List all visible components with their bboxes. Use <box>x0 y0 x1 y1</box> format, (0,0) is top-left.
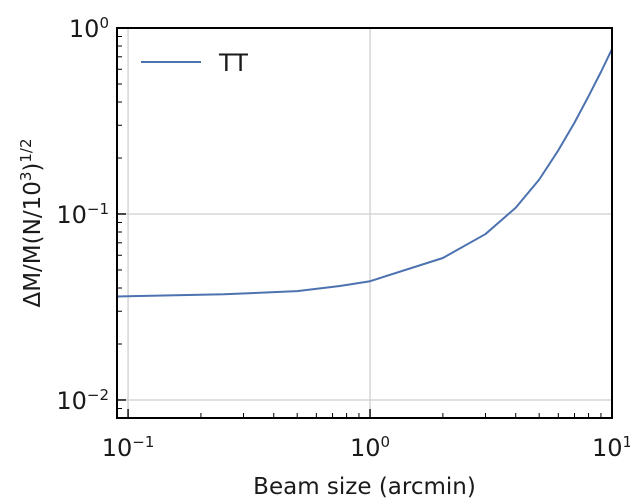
x-tick-label-2-base: 10 <box>592 434 623 462</box>
series-layer <box>116 48 613 298</box>
x-axis-title: Beam size (arcmin) <box>253 474 476 500</box>
grid <box>117 27 613 418</box>
y-tick-label-0-base: 10 <box>56 387 87 415</box>
x-tick-label-1-exp: 0 <box>381 433 391 451</box>
minor-ticks <box>116 27 613 419</box>
legend: TT <box>141 49 248 77</box>
x-tick-label-0: 10−1 <box>102 433 155 462</box>
y-tick-label-1-base: 10 <box>56 201 87 229</box>
y-axis-title-main: ΔM/M(N/10 <box>20 181 46 307</box>
x-tick-label-0-base: 10 <box>102 434 133 462</box>
plot-frame <box>116 27 613 419</box>
y-tick-label-0-exp: −2 <box>87 386 109 404</box>
y-axis-title-close: ) <box>20 163 46 172</box>
x-tick-labels: 10−1 100 101 <box>102 433 630 462</box>
x-tick-label-1: 100 <box>350 433 390 462</box>
y-axis-title-exp: 3 <box>17 172 35 182</box>
series-line-0 <box>116 48 613 298</box>
y-tick-label-1-exp: −1 <box>87 200 109 218</box>
y-axis-title: ΔM/M(N/103)1/2 <box>17 138 46 307</box>
legend-label-tt: TT <box>218 49 248 77</box>
y-tick-label-2-base: 10 <box>69 15 100 43</box>
y-tick-label-1: 10−1 <box>56 200 109 229</box>
x-tick-label-0-exp: −1 <box>132 433 154 451</box>
y-tick-label-2: 100 <box>69 14 109 43</box>
x-tick-label-1-base: 10 <box>350 434 381 462</box>
y-axis-title-power: 1/2 <box>17 138 35 162</box>
x-tick-label-2-exp: 1 <box>623 433 630 451</box>
y-tick-label-2-exp: 0 <box>99 14 109 32</box>
y-tick-label-0: 10−2 <box>56 386 109 415</box>
x-tick-label-2: 101 <box>592 433 630 462</box>
